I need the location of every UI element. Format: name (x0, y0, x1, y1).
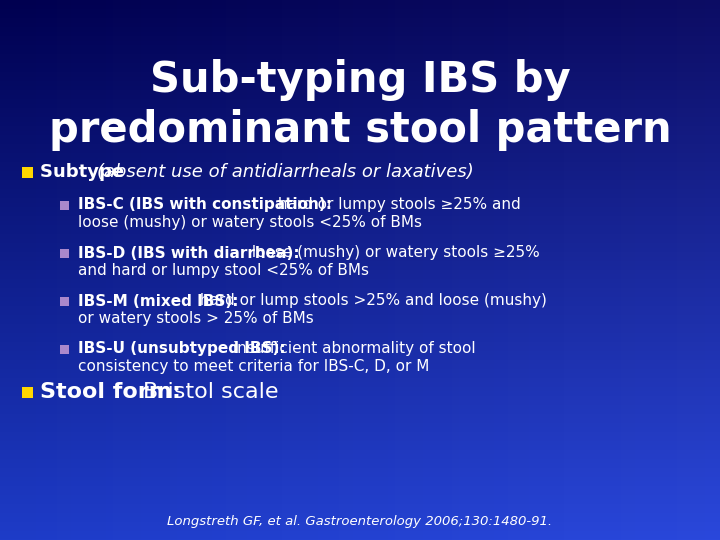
Text: IBS-U (unsubtyped IBS):: IBS-U (unsubtyped IBS): (78, 341, 286, 356)
Bar (22, 166, 33, 178)
Bar (60, 200, 69, 210)
Text: Sub-typing IBS by: Sub-typing IBS by (150, 59, 570, 101)
Text: hard or lump stools >25% and loose (mushy): hard or lump stools >25% and loose (mush… (195, 294, 547, 308)
Text: Longstreth GF, et al. Gastroenterology 2006;130:1480-91.: Longstreth GF, et al. Gastroenterology 2… (168, 516, 552, 529)
Bar (22, 387, 33, 397)
Text: or watery stools > 25% of BMs: or watery stools > 25% of BMs (78, 312, 314, 327)
Text: hard or lumpy stools ≥25% and: hard or lumpy stools ≥25% and (273, 198, 521, 213)
Bar (60, 248, 69, 258)
Text: (absent use of antidiarrheals or laxatives): (absent use of antidiarrheals or laxativ… (97, 163, 474, 181)
Text: Subtype: Subtype (40, 163, 130, 181)
Text: Stool form:: Stool form: (40, 382, 189, 402)
Text: Bristol scale: Bristol scale (143, 382, 279, 402)
Text: loose (mushy) or watery stools <25% of BMs: loose (mushy) or watery stools <25% of B… (78, 215, 422, 231)
Text: IBS-D (IBS with diarrhea):: IBS-D (IBS with diarrhea): (78, 246, 300, 260)
Text: IBS-C (IBS with constipation):: IBS-C (IBS with constipation): (78, 198, 332, 213)
Text: IBS-M (mixed IBS):: IBS-M (mixed IBS): (78, 294, 238, 308)
Text: and hard or lumpy stool <25% of BMs: and hard or lumpy stool <25% of BMs (78, 264, 369, 279)
Text: loose (mushy) or watery stools ≥25%: loose (mushy) or watery stools ≥25% (247, 246, 540, 260)
Text: insufficient abnormality of stool: insufficient abnormality of stool (228, 341, 475, 356)
Text: predominant stool pattern: predominant stool pattern (49, 109, 671, 151)
Bar (60, 296, 69, 306)
Text: consistency to meet criteria for IBS-C, D, or M: consistency to meet criteria for IBS-C, … (78, 360, 429, 375)
Bar (60, 345, 69, 354)
